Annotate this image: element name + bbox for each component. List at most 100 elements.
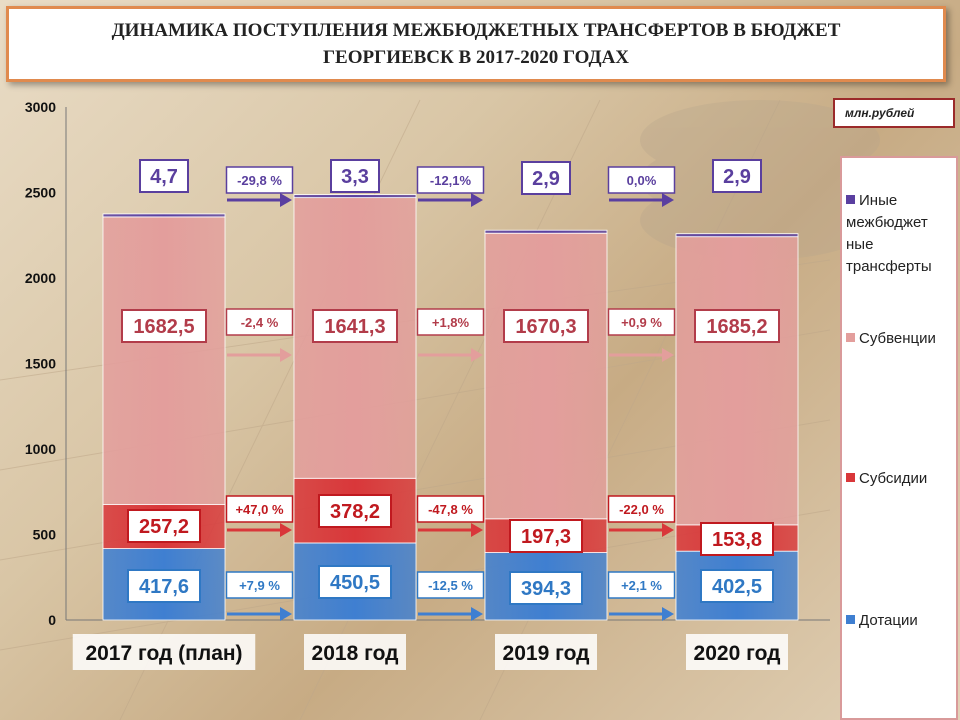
change-arrowhead-inye [662, 193, 674, 207]
change-label-box [225, 571, 294, 599]
change-label-subvencii: +1,8% [432, 315, 470, 330]
value-label-box [694, 309, 780, 343]
change-label-dotacii: -12,5 % [428, 578, 473, 593]
bar-subvencii [484, 232, 608, 520]
change-arrowhead-subvencii [280, 348, 292, 362]
value-label-dotacii: 450,5 [330, 572, 380, 594]
legend-label: Иные межбюджет ные трансферты [846, 192, 932, 275]
change-label-box [225, 308, 294, 336]
x-tick-label: 2019 год [503, 642, 590, 665]
legend-swatch [846, 473, 855, 482]
change-label-box [607, 495, 676, 523]
value-label-box [139, 159, 189, 193]
y-tick-label: 0 [48, 612, 56, 628]
change-arrowhead-subsidii [280, 523, 292, 537]
x-tick-label-bg [686, 634, 788, 670]
change-label-inye: -12,1% [430, 173, 472, 188]
legend: Иные межбюджет ные трансферты Субвенции Су… [840, 156, 958, 720]
change-arrowhead-dotacii [662, 607, 674, 621]
legend-item-subsidii: Субсидии [846, 468, 958, 490]
bar-inye [102, 213, 226, 218]
change-label-subsidii: +47,0 % [235, 502, 284, 517]
legend-item-subvencii: Субвенции [846, 328, 958, 350]
bar-inye [675, 233, 799, 238]
change-label-box [416, 308, 485, 336]
change-arrowhead-dotacii [280, 607, 292, 621]
value-label-subsidii: 153,8 [712, 529, 762, 551]
change-arrowhead-subsidii [662, 523, 674, 537]
value-label-box [503, 309, 589, 343]
value-label-subsidii: 197,3 [521, 526, 571, 548]
value-label-box [127, 509, 201, 543]
change-label-subsidii: -47,8 % [428, 502, 473, 517]
change-label-subsidii: -22,0 % [619, 502, 664, 517]
chart-title: ДИНАМИКА ПОСТУПЛЕНИЯ МЕЖБЮДЖЕТНЫХ ТРАНСФ… [111, 20, 841, 68]
bar-subvencii [102, 216, 226, 506]
value-label-subvencii: 1682,5 [133, 316, 194, 338]
x-tick-label-bg [495, 634, 597, 670]
change-arrowhead-dotacii [471, 607, 483, 621]
value-label-subsidii: 257,2 [139, 516, 189, 538]
title-box: ДИНАМИКА ПОСТУПЛЕНИЯ МЕЖБЮДЖЕТНЫХ ТРАНСФ… [6, 6, 946, 82]
value-label-inye: 4,7 [150, 166, 178, 188]
change-label-box [225, 495, 294, 523]
value-label-dotacii: 394,3 [521, 578, 571, 600]
x-tick-label-bg [72, 634, 256, 670]
value-label-box [330, 159, 380, 193]
value-label-box [712, 159, 762, 193]
change-label-box [225, 166, 294, 194]
change-arrowhead-subsidii [471, 523, 483, 537]
value-label-box [312, 309, 398, 343]
change-label-inye: 0,0% [627, 173, 657, 188]
change-arrowhead-subvencii [662, 348, 674, 362]
legend-label: Субсидии [859, 470, 928, 487]
value-label-subvencii: 1641,3 [324, 316, 385, 338]
legend-label: Дотации [859, 612, 918, 629]
y-tick-label: 500 [33, 527, 57, 543]
value-label-box [318, 494, 392, 528]
value-label-subsidii: 378,2 [330, 501, 380, 523]
x-tick-label: 2020 год [694, 642, 781, 665]
legend-swatch [846, 333, 855, 342]
value-label-box [127, 569, 201, 603]
x-tick-label: 2017 год (план) [85, 642, 242, 665]
value-label-box [318, 565, 392, 599]
legend-swatch [846, 195, 855, 204]
x-tick-label: 2018 год [312, 642, 399, 665]
change-label-box [607, 308, 676, 336]
value-label-inye: 2,9 [723, 166, 751, 188]
change-label-dotacii: +7,9 % [239, 578, 280, 593]
legend-swatch [846, 615, 855, 624]
change-arrowhead-inye [280, 193, 292, 207]
value-label-subvencii: 1670,3 [515, 316, 576, 338]
value-label-inye: 2,9 [532, 168, 560, 190]
value-label-box [509, 519, 583, 553]
value-label-subvencii: 1685,2 [706, 316, 767, 338]
bar-inye [293, 194, 417, 199]
change-label-box [416, 495, 485, 523]
value-label-inye: 3,3 [341, 166, 369, 188]
bar-subvencii [675, 236, 799, 526]
y-tick-label: 1500 [25, 356, 56, 372]
legend-label: Субвенции [859, 330, 936, 347]
value-label-dotacii: 402,5 [712, 576, 762, 598]
change-label-box [607, 166, 676, 194]
value-label-box [700, 569, 774, 603]
y-tick-label: 2000 [25, 270, 56, 286]
value-label-box [700, 522, 774, 556]
change-arrowhead-subvencii [471, 348, 483, 362]
legend-item-dotacii: Дотации [846, 610, 958, 632]
value-label-box [121, 309, 207, 343]
change-arrowhead-inye [471, 193, 483, 207]
value-label-box [521, 161, 571, 195]
change-label-box [416, 166, 485, 194]
change-label-box [607, 571, 676, 599]
change-label-subvencii: +0,9 % [621, 315, 662, 330]
bar-inye [484, 229, 608, 234]
y-tick-label: 2500 [25, 185, 56, 201]
change-label-box [416, 571, 485, 599]
value-label-box [509, 571, 583, 605]
value-label-dotacii: 417,6 [139, 576, 189, 598]
x-tick-label-bg [304, 634, 406, 670]
